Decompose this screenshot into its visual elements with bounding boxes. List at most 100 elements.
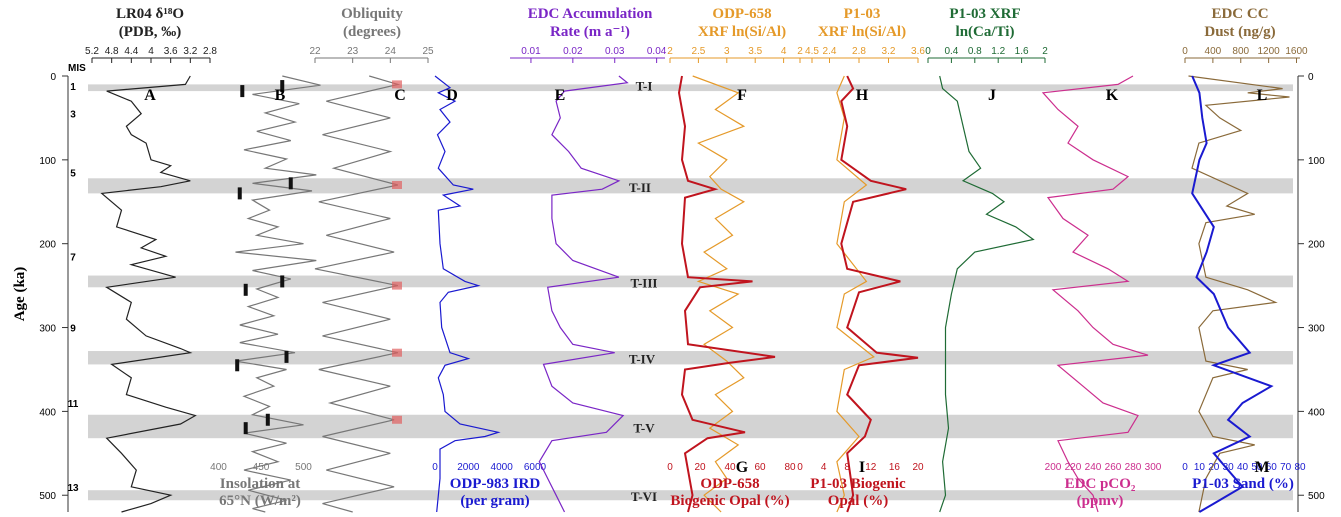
panel-J-title: P1-03 XRF xyxy=(949,6,1020,22)
panel-B-marker xyxy=(243,422,248,435)
mis-stage-label: 3 xyxy=(70,110,76,121)
panel-B-marker xyxy=(265,413,270,426)
panel-F-tick-label: 4 xyxy=(781,46,787,57)
panel-J-tick-label: 0.8 xyxy=(968,46,982,57)
obliquity-highlight xyxy=(392,415,402,424)
panel-L-bottom-tick-label: 70 xyxy=(1280,462,1292,473)
panel-K-tick-label: 240 xyxy=(1085,462,1102,473)
panel-F-axis-label: ODP-658 xyxy=(700,476,759,492)
panel-H-title: XRF ln(Si/Al) xyxy=(818,24,906,40)
panel-L-bottom-tick-label: 30 xyxy=(1223,462,1235,473)
mis-stage-label: 5 xyxy=(70,168,76,179)
panel-B-tick-label: 450 xyxy=(253,462,270,473)
obliquity-highlight xyxy=(392,281,402,290)
data-series xyxy=(100,75,1290,513)
panel-C-tick-label: 22 xyxy=(309,46,321,57)
mis-stage-label: 13 xyxy=(67,483,79,494)
panel-K-tick-label: 220 xyxy=(1065,462,1082,473)
panel-J-series-1 xyxy=(939,75,1035,513)
age-tick-label: 0 xyxy=(50,72,56,83)
panel-B-marker xyxy=(235,359,240,372)
right-tick-label: 100 xyxy=(1308,156,1325,167)
panel-H-bottom-tick-label: 12 xyxy=(865,462,877,473)
panel-H-axis-label: Opal (%) xyxy=(828,493,888,509)
obliquity-highlight xyxy=(392,80,402,89)
panel-D-tick-label: 2000 xyxy=(457,462,480,473)
panel-L-bottom-tick-label: 40 xyxy=(1237,462,1249,473)
panel-H-bottom-tick-label: 0 xyxy=(797,462,803,473)
panel-B-marker xyxy=(280,275,285,288)
panel-L-bottom-tick-label: 50 xyxy=(1251,462,1263,473)
panel-F-tick-label: 2.5 xyxy=(691,46,705,57)
panel-B-axis-label: 65°N (W/m²) xyxy=(219,493,301,509)
panel-B-marker xyxy=(280,80,285,93)
age-tick-label: 300 xyxy=(39,324,56,335)
panel-A-tick-label: 3.2 xyxy=(183,46,197,57)
panel-letter-H: H xyxy=(856,87,869,104)
panel-F-bottom-tick-label: 80 xyxy=(784,462,796,473)
termination-label-1: T-I xyxy=(636,79,653,94)
panel-L-bottom-tick-label: 60 xyxy=(1266,462,1278,473)
panel-D-tick-label: 4000 xyxy=(491,462,514,473)
obliquity-highlight xyxy=(392,181,402,189)
panel-C-title: (degrees) xyxy=(343,24,401,40)
panel-K-axis-label: EDC pCO₂ xyxy=(1065,476,1136,492)
panel-A-tick-label: 4.8 xyxy=(105,46,119,57)
panel-H-title: P1-03 xyxy=(844,6,881,22)
panel-H-tick-label: 3.2 xyxy=(882,46,896,57)
panel-K-tick-label: 200 xyxy=(1045,462,1062,473)
termination-band-3 xyxy=(88,275,1293,288)
panel-C-series-1 xyxy=(314,75,401,513)
panel-letter-D: D xyxy=(446,87,458,104)
mis-stage-label: 11 xyxy=(68,399,79,410)
panel-letter-M: M xyxy=(1254,459,1269,476)
panel-letter-K: K xyxy=(1106,87,1119,104)
panel-F-bottom-tick-label: 40 xyxy=(724,462,736,473)
panel-L-tick-label: 0 xyxy=(1182,46,1188,57)
termination-band-6 xyxy=(88,490,1293,501)
panel-L-tick-label: 400 xyxy=(1205,46,1222,57)
panel-J-tick-label: 2 xyxy=(1042,46,1048,57)
panel-A-title: (PDB, ‰) xyxy=(119,24,182,40)
panel-H-tick-label: 3.6 xyxy=(911,46,925,57)
panel-E-tick-label: 0.04 xyxy=(647,46,667,57)
panel-A-tick-label: 4 xyxy=(148,46,154,57)
panel-A-series-1 xyxy=(100,75,197,513)
panel-A-tick-label: 2.8 xyxy=(203,46,217,57)
panel-H-axis-label: P1-03 Biogenic xyxy=(810,476,906,492)
panel-E-tick-label: 0.03 xyxy=(605,46,625,57)
age-tick-label: 100 xyxy=(39,156,56,167)
panel-A-tick-label: 4.4 xyxy=(124,46,138,57)
age-axis-label: Age (ka) xyxy=(12,267,28,322)
right-tick-label: 500 xyxy=(1308,491,1325,502)
age-tick-label: 500 xyxy=(39,491,56,502)
right-tick-label: 200 xyxy=(1308,240,1325,251)
termination-band-2 xyxy=(88,178,1293,194)
panel-D-tick-label: 0 xyxy=(432,462,438,473)
panel-F-title: ODP-658 xyxy=(712,6,771,22)
panel-K-axis-label: (ppmv) xyxy=(1077,493,1124,509)
panel-H-bottom-tick-label: 20 xyxy=(912,462,924,473)
panel-L-title: EDC CC xyxy=(1211,6,1268,22)
panel-F-bottom-tick-label: 60 xyxy=(754,462,766,473)
age-tick-label: 400 xyxy=(39,407,56,418)
panel-L-bottom-tick-label: 10 xyxy=(1194,462,1206,473)
panel-C-tick-label: 24 xyxy=(385,46,397,57)
right-tick-label: 400 xyxy=(1308,407,1325,418)
panel-L-series-2 xyxy=(1191,75,1274,513)
panel-B-marker xyxy=(237,187,242,200)
panel-H-bottom-tick-label: 4 xyxy=(821,462,827,473)
mis-stage-label: 7 xyxy=(70,252,76,263)
termination-label-3: T-III xyxy=(631,275,658,290)
panel-F-tick-label: 3.5 xyxy=(748,46,762,57)
panel-C-tick-label: 23 xyxy=(347,46,359,57)
mis-label: MIS xyxy=(68,63,86,74)
termination-label-2: T-II xyxy=(629,180,651,195)
panel-letter-L: L xyxy=(1257,87,1268,104)
panel-F-axis-label: Biogenic Opal (%) xyxy=(670,493,789,509)
panel-B-marker xyxy=(284,350,289,363)
panel-A-tick-label: 3.6 xyxy=(164,46,178,57)
